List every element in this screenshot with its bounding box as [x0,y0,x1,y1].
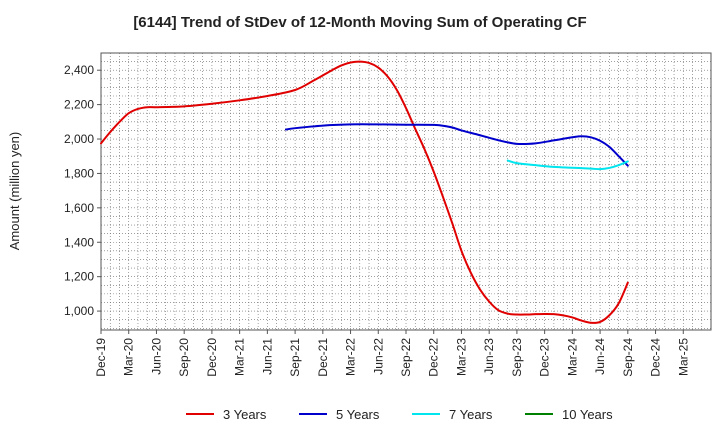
x-tick-label: Mar-21 [233,338,247,376]
x-tick-label: Jun-24 [593,338,607,375]
legend-label-3-years: 3 Years [223,407,267,422]
y-tick-label: 1,400 [64,235,94,249]
x-tick-label: Dec-22 [427,338,441,377]
x-tick-label: Dec-21 [316,338,330,377]
x-tick-label: Jun-20 [149,338,163,375]
x-tick-label: Sep-24 [621,338,635,377]
x-tick-label: Sep-23 [510,338,524,377]
x-tick-label: Mar-22 [344,338,358,376]
x-tick-label: Dec-20 [205,338,219,377]
x-tick-label: Sep-21 [288,338,302,377]
y-axis-title: Amount (million yen) [7,132,22,251]
legend: 3 Years 5 Years 7 Years 10 Years [186,407,613,422]
x-tick-label: Jun-22 [371,338,385,375]
y-tick-label: 2,400 [64,63,94,77]
x-tick-label: Sep-20 [177,338,191,377]
x-tick-label: Mar-24 [565,338,579,376]
y-tick-label: 1,000 [64,304,94,318]
grid-layer [101,53,711,330]
x-tick-label: Dec-23 [538,338,552,377]
y-axis: 1,000 1,200 1,400 1,600 1,800 2,000 2,200 2,400 [64,63,101,318]
series-line-5-years [284,123,629,167]
x-tick-label: Jun-21 [260,338,274,375]
series-line-3-years [100,60,629,324]
y-tick-label: 1,800 [64,166,94,180]
x-tick-label: Mar-23 [454,338,468,376]
x-tick-label: Dec-19 [94,338,108,377]
y-tick-label: 2,200 [64,98,94,112]
chart-title: [6144] Trend of StDev of 12-Month Moving… [133,14,587,31]
y-tick-label: 1,200 [64,270,94,284]
x-axis: Dec-19 Mar-20 Jun-20 Sep-20 Dec-20 Mar-21 Jun-… [94,330,690,377]
x-tick-label: Dec-24 [649,338,663,377]
y-tick-label: 1,600 [64,201,94,215]
y-tick-label: 2,000 [64,132,94,146]
x-tick-label: Mar-20 [122,338,136,376]
legend-label-7-years: 7 Years [449,407,493,422]
x-tick-label: Jun-23 [482,338,496,375]
x-tick-label: Mar-25 [676,338,690,376]
legend-label-5-years: 5 Years [336,407,380,422]
series-layer [100,60,629,324]
series-line-7-years [506,159,629,171]
x-tick-label: Sep-22 [399,338,413,377]
legend-label-10-years: 10 Years [562,407,613,422]
